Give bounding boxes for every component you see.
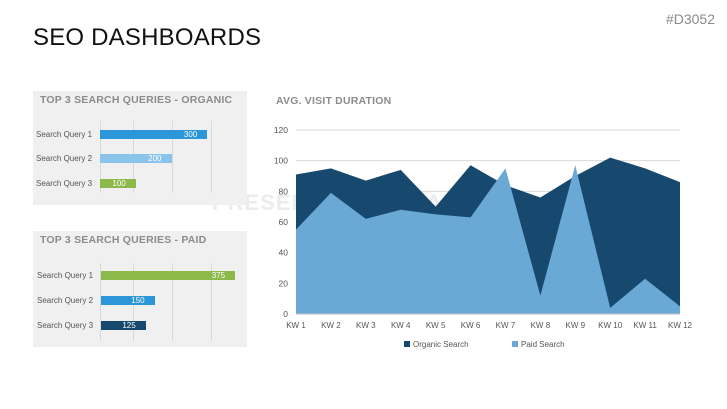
x-tick-label: KW 12: [668, 321, 693, 330]
x-tick-label: KW 6: [461, 321, 481, 330]
x-tick-label: KW 8: [531, 321, 551, 330]
query-bar: 300: [100, 130, 208, 139]
y-tick-label: 100: [274, 156, 288, 166]
bar-value-label: 200: [148, 154, 162, 163]
axis-line: [100, 263, 101, 341]
page-title: SEO DASHBOARDS: [33, 24, 262, 51]
legend-swatch: [404, 341, 410, 347]
y-tick-label: 20: [279, 278, 289, 288]
grid-line: [172, 263, 173, 341]
query-bar: 125: [101, 321, 146, 330]
series-area-paid-search: [296, 165, 680, 314]
legend-label: Organic Search: [413, 340, 469, 349]
paid-queries-panel: TOP 3 SEARCH QUERIES - PAID Search Query…: [33, 231, 247, 347]
bar-value-label: 100: [112, 179, 126, 188]
query-label: Search Query 2: [36, 154, 93, 163]
x-tick-label: KW 10: [598, 321, 623, 330]
x-tick-label: KW 1: [286, 321, 306, 330]
visit-duration-chart: 0 20 40 60 80 100 120 KW 1 KW 2 KW 3 KW 4 KW 5 KW 6 K…: [274, 125, 693, 349]
x-tick-label: KW 4: [391, 321, 411, 330]
query-label: Search Query 3: [37, 321, 94, 330]
query-bar: 200: [100, 154, 172, 163]
query-bar: 100: [100, 179, 136, 188]
query-label: Search Query 3: [36, 179, 93, 188]
y-tick-label: 0: [283, 309, 288, 319]
query-bar: 150: [101, 296, 155, 305]
grid-line: [211, 121, 212, 193]
paid-panel-title: TOP 3 SEARCH QUERIES - PAID: [40, 234, 207, 246]
x-tick-label: KW 5: [426, 321, 446, 330]
y-tick-label: 80: [279, 186, 289, 196]
slide-code: #D3052: [665, 11, 715, 27]
x-tick-label: KW 7: [496, 321, 516, 330]
query-label: Search Query 1: [37, 271, 94, 280]
grid-line: [172, 121, 173, 193]
legend-label: Paid Search: [521, 340, 565, 349]
y-tick-label: 60: [279, 217, 289, 227]
organic-panel-title: TOP 3 SEARCH QUERIES - ORGANIC: [40, 94, 233, 106]
y-tick-label: 40: [279, 248, 289, 258]
query-label: Search Query 2: [37, 296, 94, 305]
x-tick-label: KW 3: [356, 321, 376, 330]
query-bar: 375: [101, 271, 236, 280]
x-tick-label: KW 9: [565, 321, 585, 330]
bar-value-label: 300: [183, 130, 198, 139]
x-tick-label: KW 2: [321, 321, 341, 330]
organic-queries-panel: TOP 3 SEARCH QUERIES - ORGANIC Search Qu…: [33, 91, 247, 205]
query-label: Search Query 1: [36, 130, 93, 139]
y-tick-label: 120: [274, 125, 288, 135]
bar-value-label: 150: [131, 296, 145, 305]
chart-title: AVG. VISIT DURATION: [276, 95, 392, 107]
bar-value-label: 125: [122, 321, 136, 330]
bar-value-label: 375: [211, 271, 226, 280]
x-tick-label: KW 11: [633, 321, 657, 330]
legend-swatch: [512, 341, 518, 347]
grid-line: [211, 263, 212, 341]
